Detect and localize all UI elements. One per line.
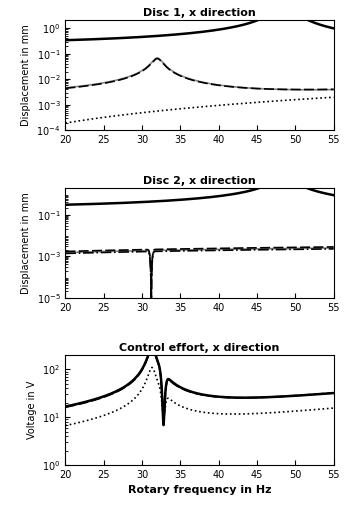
Title: Disc 2, x direction: Disc 2, x direction — [143, 176, 256, 185]
Title: Disc 1, x direction: Disc 1, x direction — [143, 8, 256, 18]
Y-axis label: Displacement in mm: Displacement in mm — [21, 192, 31, 294]
Y-axis label: Displacement in mm: Displacement in mm — [21, 25, 31, 126]
Y-axis label: Voltage in V: Voltage in V — [26, 381, 36, 439]
Title: Control effort, x direction: Control effort, x direction — [119, 343, 280, 353]
X-axis label: Rotary frequency in Hz: Rotary frequency in Hz — [128, 485, 271, 496]
